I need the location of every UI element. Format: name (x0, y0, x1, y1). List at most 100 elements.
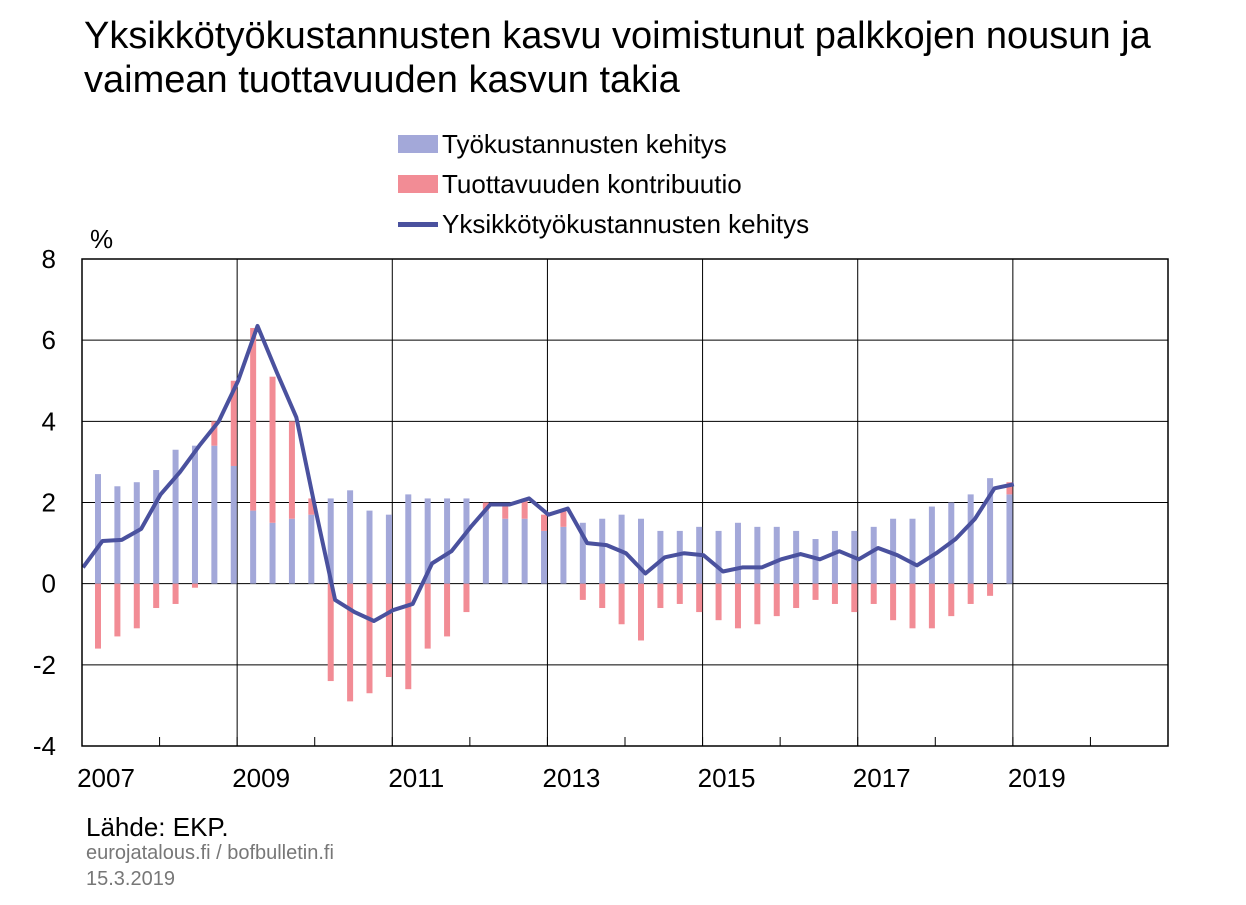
bar-labour-costs (502, 518, 509, 584)
bar-productivity (385, 583, 392, 678)
x-tick-label: 2011 (388, 763, 444, 793)
bar-productivity (463, 583, 470, 613)
bar-productivity (599, 583, 606, 609)
bar-productivity (366, 583, 373, 694)
bar-productivity (987, 583, 994, 596)
legend-label-labour-costs: Työkustannusten kehitys (442, 129, 727, 159)
bar-productivity (812, 583, 819, 600)
bar-productivity (638, 583, 644, 641)
bar-labour-costs (638, 518, 644, 584)
site-credit: eurojatalous.fi / bofbulletin.fi (86, 842, 334, 864)
bar-labour-costs (385, 514, 392, 584)
chart-title: Yksikkötyökustannusten kasvu voimistunut… (84, 15, 1151, 101)
line-unit-labour-costs (81, 323, 1015, 624)
bar-labour-costs (870, 526, 877, 584)
bar-labour-costs (191, 445, 198, 584)
y-axis-unit-label: % (90, 224, 114, 254)
bar-labour-costs (890, 518, 897, 584)
bar-labour-costs (95, 474, 101, 584)
bar-productivity (269, 376, 276, 523)
x-tick-label: 2019 (1008, 763, 1066, 793)
bar-productivity (890, 583, 897, 621)
bar-productivity (521, 498, 528, 519)
bar-labour-costs (773, 526, 780, 584)
bar-productivity (773, 583, 780, 617)
bar-productivity (754, 583, 761, 625)
bar-labour-costs (812, 539, 819, 584)
bar-productivity (288, 421, 295, 519)
bar-productivity (153, 583, 160, 609)
bar-productivity (1006, 482, 1013, 495)
bar-labour-costs (366, 510, 373, 584)
bar-productivity (560, 510, 567, 527)
bar-productivity (114, 583, 121, 637)
x-tick-labels: 2007 2009 2011 2013 2015 2017 2019 (77, 763, 1066, 793)
bar-productivity (967, 583, 974, 604)
bar-labour-costs (676, 530, 683, 584)
bar-labour-costs (463, 498, 470, 584)
bar-productivity (444, 583, 451, 637)
bar-labour-costs (444, 498, 451, 584)
bar-productivity (715, 583, 722, 621)
publication-date: 15.3.2019 (86, 868, 175, 890)
bar-labour-costs (909, 518, 916, 584)
x-tick-label: 2013 (543, 763, 601, 793)
bar-labour-costs (153, 470, 160, 584)
bar-labour-costs (269, 522, 276, 584)
bar-labour-costs (521, 518, 528, 584)
bar-labour-costs (987, 478, 994, 584)
bar-labour-costs (579, 522, 586, 584)
bar-productivity (734, 583, 741, 629)
bar-labour-costs (308, 514, 315, 584)
bar-productivity (230, 380, 237, 466)
bar-productivity (405, 583, 412, 690)
bar-labour-costs (734, 522, 741, 584)
bar-labour-costs (172, 449, 179, 584)
bar-productivity (424, 583, 431, 649)
x-tick-label: 2009 (232, 763, 290, 793)
bar-labour-costs (114, 486, 121, 584)
bar-productivity (250, 327, 257, 511)
bar-labour-costs (967, 494, 974, 584)
bar-productivity (657, 583, 664, 609)
bar-labour-costs (560, 526, 567, 584)
plot-frame (81, 258, 1169, 747)
bar-labour-costs (250, 510, 257, 584)
bar-productivity (502, 502, 509, 519)
bar-productivity (851, 583, 858, 613)
legend-swatch-labour-costs (398, 135, 438, 153)
y-tick-label: -2 (33, 650, 56, 680)
y-tick-label: 4 (42, 406, 56, 436)
legend-swatch-productivity (398, 175, 438, 193)
y-tick-labels: -4 -2 0 2 4 6 8 (33, 244, 56, 761)
bar-labour-costs (541, 530, 548, 584)
bar-labour-costs (657, 530, 664, 584)
bar-productivity (347, 583, 354, 702)
bar-labour-costs (928, 506, 935, 584)
bar-labour-costs (618, 514, 625, 584)
bar-productivity (308, 498, 315, 515)
bar-productivity (909, 583, 916, 629)
x-tick-label: 2017 (853, 763, 911, 793)
y-tick-label: 8 (42, 244, 56, 274)
bar-labour-costs (754, 526, 761, 584)
bar-labour-costs (1006, 494, 1013, 584)
bar-productivity (948, 583, 955, 617)
bar-labour-costs (230, 465, 237, 584)
y-tick-label: 2 (42, 488, 56, 518)
grid-lines (82, 258, 1168, 747)
bar-labour-costs (327, 498, 334, 584)
legend-line-unit-labour-costs (398, 222, 438, 227)
line-series (81, 323, 1015, 624)
legend-label-unit-labour-costs: Yksikkötyökustannusten kehitys (442, 209, 810, 239)
bar-productivity (928, 583, 935, 629)
bar-productivity (191, 583, 198, 588)
bar-productivity (172, 583, 179, 604)
y-tick-label: -4 (33, 731, 56, 761)
bar-productivity (133, 583, 140, 629)
x-tick-label: 2007 (77, 763, 135, 793)
bar-labour-costs (715, 530, 722, 584)
bar-labour-costs (424, 498, 431, 584)
bar-productivity (211, 421, 218, 446)
bar-labour-costs (599, 518, 606, 584)
